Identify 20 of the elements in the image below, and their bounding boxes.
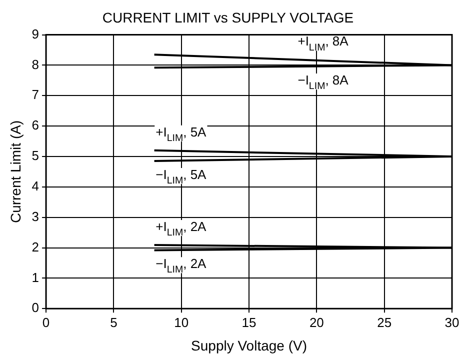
y-tick-label: 1 — [32, 270, 40, 285]
y-tick-label: 6 — [32, 118, 40, 133]
y-tick-label: 5 — [32, 148, 40, 164]
y-tick-label: 0 — [32, 300, 40, 316]
y-tick-label: 8 — [32, 56, 40, 72]
x-tick-label: 30 — [444, 314, 460, 330]
y-tick-label: 2 — [32, 239, 40, 254]
x-tick-label: 20 — [309, 314, 324, 330]
x-tick-label: 5 — [110, 314, 118, 330]
chart-title: CURRENT LIMIT vs SUPPLY VOLTAGE — [102, 9, 354, 26]
y-tick-label: 9 — [32, 26, 40, 42]
y-tick-label: 4 — [32, 178, 40, 194]
x-tick-label: 0 — [42, 314, 50, 330]
x-tick-label: 25 — [377, 314, 392, 330]
y-tick-label: 3 — [32, 208, 40, 224]
y-tick-label: 7 — [32, 87, 40, 102]
x-axis-title: Supply Voltage (V) — [191, 337, 307, 354]
x-tick-label: 15 — [242, 314, 256, 330]
y-axis-title: Current Limit (A) — [7, 120, 24, 224]
x-tick-label: 10 — [174, 314, 189, 330]
